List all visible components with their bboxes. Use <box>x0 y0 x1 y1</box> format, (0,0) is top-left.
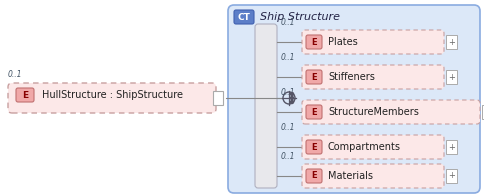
Text: 0..1: 0..1 <box>281 88 296 97</box>
Text: StructureMembers: StructureMembers <box>328 107 419 117</box>
Bar <box>446 169 457 183</box>
Text: 0..1: 0..1 <box>281 53 296 62</box>
Text: 0..1: 0..1 <box>8 70 22 79</box>
Text: 0..1: 0..1 <box>281 18 296 27</box>
Text: E: E <box>22 91 28 100</box>
Text: Plates: Plates <box>328 37 358 47</box>
FancyBboxPatch shape <box>8 83 216 113</box>
Text: HullStructure : ShipStructure: HullStructure : ShipStructure <box>42 90 183 100</box>
Text: Ship Structure: Ship Structure <box>260 12 340 22</box>
Bar <box>446 70 457 84</box>
Text: Stiffeners: Stiffeners <box>328 72 375 82</box>
FancyBboxPatch shape <box>228 5 480 193</box>
Text: E: E <box>311 73 317 82</box>
Text: 0..1: 0..1 <box>281 123 296 132</box>
Text: +: + <box>448 142 455 152</box>
Text: E: E <box>311 142 317 152</box>
Text: +: + <box>448 172 455 181</box>
FancyBboxPatch shape <box>302 164 444 188</box>
FancyBboxPatch shape <box>306 169 322 183</box>
FancyBboxPatch shape <box>306 105 322 119</box>
FancyBboxPatch shape <box>255 24 277 188</box>
FancyBboxPatch shape <box>234 10 254 24</box>
Text: +: + <box>448 73 455 82</box>
FancyBboxPatch shape <box>306 140 322 154</box>
Text: +: + <box>448 37 455 46</box>
FancyBboxPatch shape <box>306 35 322 49</box>
Text: E: E <box>311 172 317 181</box>
Bar <box>446 35 457 49</box>
Circle shape <box>290 101 293 103</box>
Text: 0..1: 0..1 <box>281 152 296 161</box>
Text: Materials: Materials <box>328 171 373 181</box>
FancyBboxPatch shape <box>16 88 34 102</box>
Bar <box>482 105 484 119</box>
Circle shape <box>290 93 293 95</box>
FancyBboxPatch shape <box>302 65 444 89</box>
Text: E: E <box>311 37 317 46</box>
Text: CT: CT <box>238 13 250 22</box>
FancyBboxPatch shape <box>302 30 444 54</box>
FancyBboxPatch shape <box>306 70 322 84</box>
Bar <box>213 91 223 105</box>
Circle shape <box>290 96 293 100</box>
FancyBboxPatch shape <box>302 100 480 124</box>
Text: Compartments: Compartments <box>328 142 401 152</box>
Text: E: E <box>311 107 317 116</box>
FancyBboxPatch shape <box>302 135 444 159</box>
Bar <box>446 140 457 154</box>
